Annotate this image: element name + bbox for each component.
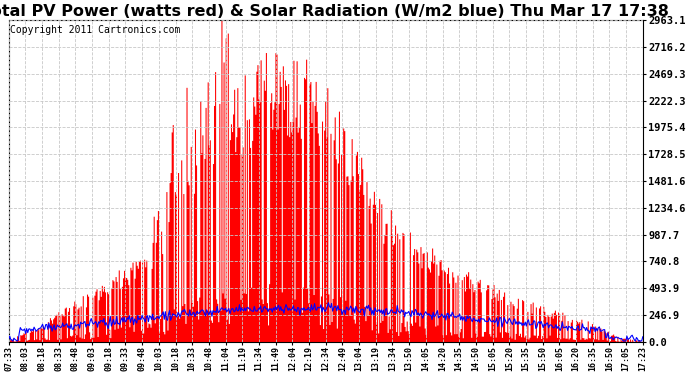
Text: Copyright 2011 Cartronics.com: Copyright 2011 Cartronics.com (10, 25, 180, 35)
Title: Total PV Power (watts red) & Solar Radiation (W/m2 blue) Thu Mar 17 17:38: Total PV Power (watts red) & Solar Radia… (0, 4, 669, 19)
